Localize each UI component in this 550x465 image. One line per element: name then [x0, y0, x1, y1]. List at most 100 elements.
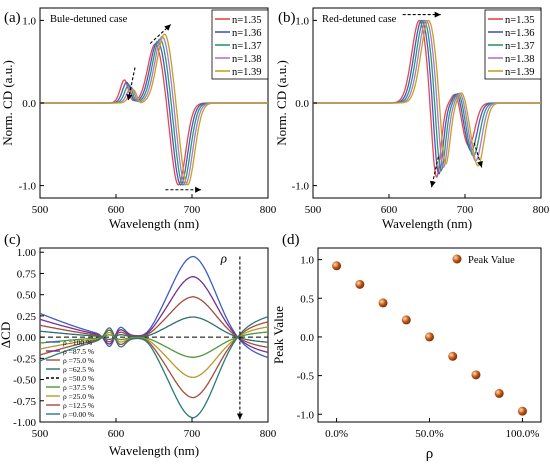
panel-b-legend-label: n=1.37 — [505, 41, 535, 52]
panel-d-point — [517, 406, 527, 416]
panel-b-panel-label: (b) — [278, 10, 296, 26]
panel-a-x-tick-label: 800 — [260, 204, 277, 216]
panel-c-annotation: ρ — [220, 250, 227, 265]
panel-b-x-axis-label: Wavelength (nm) — [382, 216, 472, 231]
panel-c-series-line — [39, 316, 269, 419]
panel-d-point — [332, 261, 342, 271]
panel-b-y-tick-label: 1.0 — [295, 15, 309, 27]
panel-b-legend-label: n=1.35 — [505, 15, 535, 26]
panel-d-y-tick-label: -1.0 — [297, 409, 315, 421]
panel-d-point — [471, 370, 481, 380]
panel-c-legend-label: ρ =0.00 % — [63, 410, 94, 419]
panel-a-panel-label: (a) — [4, 10, 21, 26]
panel-c-series-line — [39, 321, 269, 399]
panel-c-legend-label: ρ =25.0 % — [63, 392, 94, 401]
panel-d-y-axis-label: Peak Value — [271, 306, 286, 364]
panel-d-point — [378, 298, 388, 308]
panel-c-series-line — [39, 275, 269, 354]
panel-c-series-line — [39, 316, 268, 343]
panel-b-arrow-dip2-head — [477, 160, 483, 168]
panel-b-legend-label: n=1.36 — [505, 28, 535, 39]
panel-d-panel-label: (d) — [282, 232, 300, 248]
panel-b-legend-label: n=1.39 — [505, 67, 535, 78]
panel-a-arrow-dip-head — [195, 186, 202, 193]
panel-d-x-tick-label: 0.0% — [325, 428, 348, 440]
panel-b-legend-label: n=1.38 — [505, 54, 535, 65]
panel-b-arrow-peak-head — [434, 11, 441, 18]
panel-b-y-tick-label: 0.0 — [295, 98, 309, 110]
panel-c-plot-frame — [39, 247, 269, 423]
panel-b-y-tick-label: -1.0 — [292, 181, 310, 193]
panel-d-y-tick-label: 1.0 — [300, 255, 314, 267]
panel-c-series-line — [39, 331, 269, 358]
panel-d-y-tick-label: 0.0 — [300, 332, 314, 344]
panel-c-series-line — [39, 255, 269, 359]
panel-c-legend-label: ρ =50.0 % — [63, 374, 94, 383]
panel-c-y-tick-label: 0.25 — [17, 311, 37, 323]
panel-a-annotation: Bule-detuned case — [50, 14, 128, 25]
panel-b-x-tick-label: 700 — [457, 204, 474, 216]
panel-d-x-tick-label: 100.0% — [505, 428, 539, 440]
panel-c-y-tick-label: 0.00 — [17, 332, 37, 344]
panel-c-legend-label: ρ =12.5 % — [63, 401, 94, 410]
panel-a-series-line — [40, 33, 268, 186]
panel-d-legend-marker — [452, 254, 462, 264]
panel-a-legend-label: n=1.38 — [232, 54, 262, 65]
panel-d-y-tick-label: 0.5 — [300, 293, 314, 305]
panel-a-legend-label: n=1.39 — [232, 67, 262, 78]
panel-a-x-tick-label: 500 — [32, 204, 49, 216]
panel-c-legend-label: ρ =100 % — [63, 338, 92, 347]
panel-c-y-tick-label: -0.75 — [13, 396, 36, 408]
panel-c-y-axis-label: ΔCD — [0, 322, 13, 348]
panel-b-x-tick-label: 600 — [381, 204, 398, 216]
panel-c-arrow-rho-head — [236, 413, 243, 420]
panel-d-point — [355, 279, 365, 289]
panel-a-y-axis-label: Norm. CD (a.u.) — [0, 60, 15, 146]
panel-d-point — [494, 388, 504, 398]
panel-c-series-line — [39, 296, 269, 348]
panel-a-x-axis-label: Wavelength (nm) — [109, 216, 199, 231]
panel-a-arrow-shoulder-head — [126, 94, 133, 101]
panel-b-y-axis-label: Norm. CD (a.u.) — [274, 60, 289, 146]
panel-d-point — [401, 315, 411, 325]
panel-b-arrow-dip1-head — [429, 180, 436, 188]
panel-c-x-tick-label: 800 — [260, 428, 277, 440]
panel-a-y-tick-label: 0.0 — [22, 98, 36, 110]
panel-c-legend-label: ρ =37.5 % — [63, 383, 94, 392]
panel-d-x-tick-label: 50.0% — [415, 428, 443, 440]
panel-d-x-axis-label: ρ — [426, 446, 434, 462]
panel-c-x-tick-label: 600 — [108, 428, 125, 440]
panel-d-point — [425, 332, 434, 342]
panel-a-y-tick-label: -1.0 — [19, 181, 37, 193]
panel-c-y-tick-label: 0.75 — [17, 268, 37, 280]
panel-a-arrow-peak-head — [164, 24, 171, 31]
panel-c-y-tick-label: 0.50 — [17, 290, 37, 302]
panel-b-annotation: Red-detuned case — [322, 14, 397, 25]
panel-c-legend-label: ρ =75.0 % — [63, 356, 94, 365]
panel-c-y-tick-label: -0.50 — [13, 375, 36, 387]
panel-d-point — [448, 351, 458, 361]
panel-b-series-line — [313, 19, 541, 167]
panel-a-legend-label: n=1.37 — [232, 41, 262, 52]
panel-a-x-tick-label: 600 — [108, 204, 125, 216]
panel-c-series-line — [39, 326, 269, 379]
panel-a-series-group — [40, 33, 268, 186]
panel-a-legend-label: n=1.36 — [232, 28, 262, 39]
panel-b-x-tick-label: 500 — [305, 204, 322, 216]
panel-a-y-tick-label: 1.0 — [22, 15, 36, 27]
panel-c-x-tick-label: 500 — [32, 428, 49, 440]
panel-d-legend-label: Peak Value — [468, 255, 515, 266]
panel-c-panel-label: (c) — [4, 232, 21, 248]
panel-c-legend-label: ρ =87.5 % — [63, 347, 94, 356]
panel-b-x-tick-label: 800 — [533, 204, 550, 216]
panel-c-x-axis-label: Wavelength (nm) — [109, 443, 199, 458]
panel-c-y-tick-label: 1.00 — [17, 247, 37, 259]
panel-c-x-tick-label: 700 — [184, 428, 201, 440]
panel-a-legend-label: n=1.35 — [232, 15, 262, 26]
panel-d-y-tick-label: -0.5 — [297, 371, 315, 383]
panel-c-y-tick-label: -0.25 — [13, 353, 36, 365]
panel-c-y-tick-label: -1.00 — [13, 417, 36, 429]
panel-a-x-tick-label: 700 — [184, 204, 201, 216]
panel-c-legend-label: ρ =62.5 % — [63, 365, 94, 374]
